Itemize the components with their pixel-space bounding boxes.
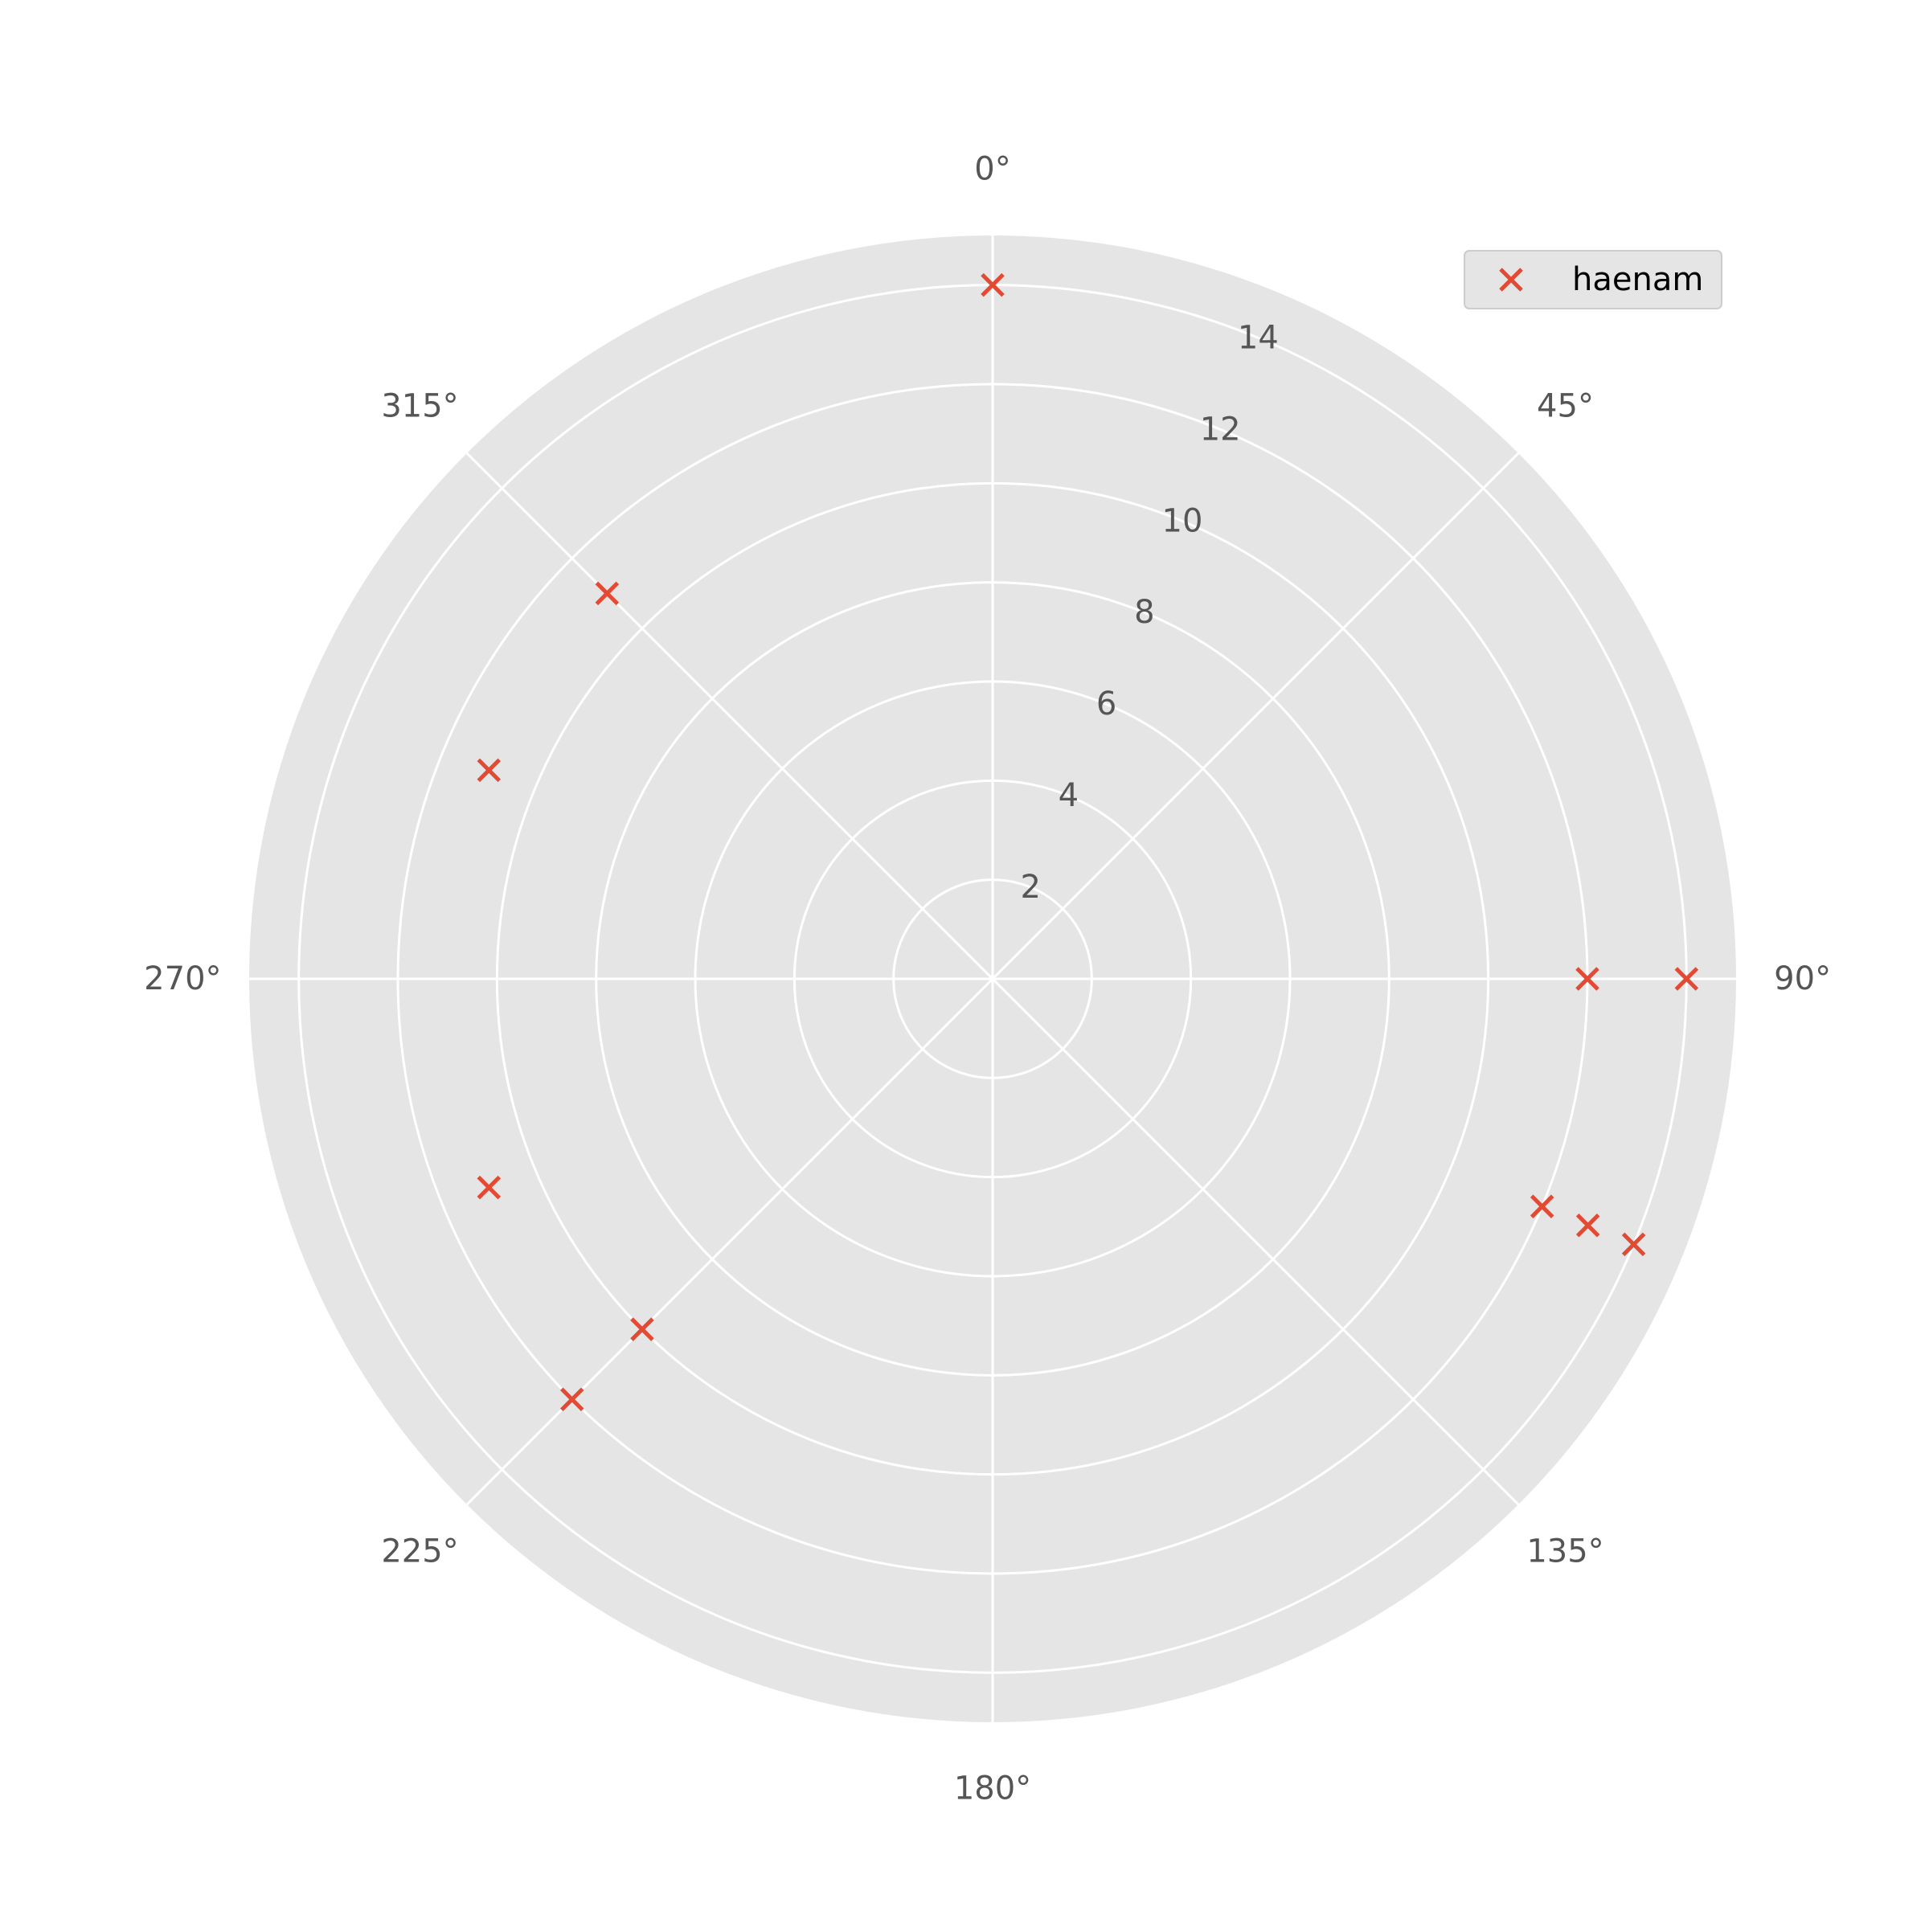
data-point-marker <box>630 1317 654 1341</box>
data-point-marker <box>477 1175 502 1200</box>
theta-tick-label: 45° <box>1537 387 1594 424</box>
data-point-stroke <box>1621 1232 1646 1257</box>
data-point-stroke <box>477 758 502 783</box>
theta-tick-label: 225° <box>381 1533 458 1570</box>
theta-grid-line <box>465 452 994 980</box>
theta-grid-line <box>991 452 1520 980</box>
data-point-stroke <box>1575 1214 1600 1238</box>
theta-grid-line <box>991 977 1520 1506</box>
data-point-marker <box>1674 967 1699 991</box>
r-tick-label: 4 <box>1059 777 1079 814</box>
theta-tick-label: 315° <box>381 387 458 424</box>
data-point-marker <box>477 758 502 783</box>
theta-tick-label: 0° <box>974 150 1010 187</box>
theta-tick-label: 180° <box>954 1770 1031 1807</box>
r-tick-label: 2 <box>1020 869 1040 906</box>
data-point-stroke <box>1674 967 1699 991</box>
legend-label: haenam <box>1572 261 1703 298</box>
legend-marker <box>1499 268 1523 292</box>
data-point-stroke <box>1530 1194 1554 1218</box>
data-point-stroke <box>595 581 620 606</box>
legend-marker-stroke <box>1499 268 1523 292</box>
theta-tick-label: 135° <box>1526 1533 1603 1570</box>
data-point-marker <box>1621 1232 1646 1257</box>
theta-tick-label: 90° <box>1774 960 1831 997</box>
legend-box <box>1464 250 1722 309</box>
data-point-stroke <box>1575 967 1599 991</box>
data-point-marker <box>981 272 1005 297</box>
data-point-marker <box>1530 1194 1554 1218</box>
data-point-stroke <box>477 1175 502 1200</box>
data-point-stroke <box>559 1387 584 1412</box>
data-point-stroke <box>981 272 1005 297</box>
r-tick-label: 12 <box>1200 411 1241 448</box>
theta-grid-line <box>465 977 994 1506</box>
r-tick-label: 14 <box>1238 319 1279 356</box>
r-tick-label: 8 <box>1134 594 1154 631</box>
theta-tick-label: 270° <box>144 960 221 997</box>
r-tick-label: 6 <box>1096 686 1116 722</box>
data-point-marker <box>559 1387 584 1412</box>
r-tick-label: 10 <box>1162 502 1203 539</box>
data-point-marker <box>1575 967 1599 991</box>
data-point-marker <box>595 581 620 606</box>
data-point-marker <box>1575 1214 1600 1238</box>
data-point-stroke <box>630 1317 654 1341</box>
